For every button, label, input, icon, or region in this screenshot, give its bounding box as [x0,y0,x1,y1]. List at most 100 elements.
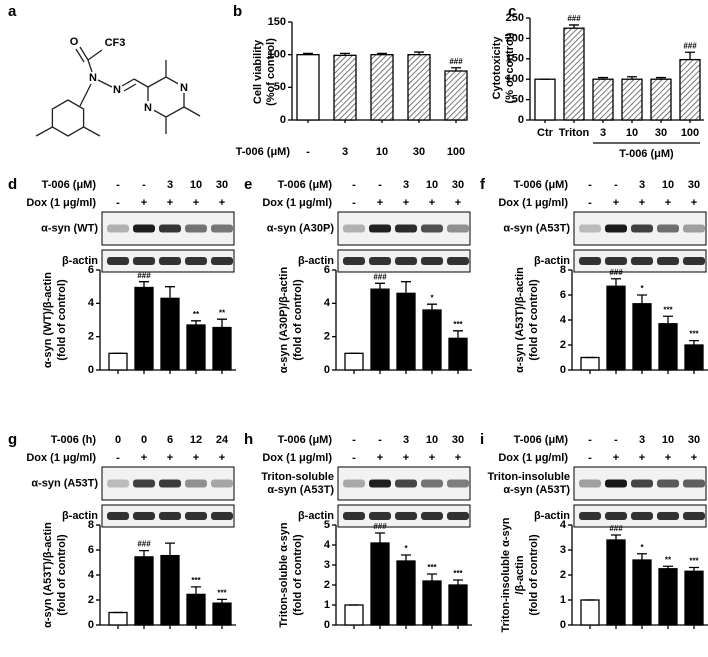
y-axis-label: Cell viability [252,39,264,104]
significance: ### [609,524,623,533]
y-tick-label: 3 [324,559,330,571]
y-tick-label: 1 [324,599,330,611]
error-bar [165,542,175,556]
y-tick-label: 6 [88,544,94,556]
blot-band [211,512,233,520]
error-bar [637,294,647,304]
y-tick-label: 150 [506,53,524,65]
error-bar [569,24,579,29]
error-bar [401,281,411,294]
bar [621,78,643,121]
row-label: T-006 (μM) [514,434,569,446]
row-cell: + [403,452,409,464]
row-cell: + [665,197,671,209]
x-tick-label: 10 [376,146,388,158]
bar [333,54,357,121]
error-bar [139,281,149,288]
bar [396,292,416,371]
blot-band [605,257,627,265]
blot-band [579,257,601,265]
blot-band [185,512,207,520]
y-axis-label: α-syn (WT)/β-actin [42,272,54,368]
error-bar [453,579,463,585]
error-bar [427,573,437,581]
atom: N [113,84,121,96]
row-cell: - [116,197,120,209]
blot-band [631,257,653,265]
row-cell: + [691,452,697,464]
y-axis-label: (fold of control) [56,534,68,616]
y-axis-label: (fold of control) [528,279,540,361]
blot-label: β-actin [298,510,334,522]
row-cell: + [377,452,383,464]
significance: ** [193,310,200,319]
error-bar [191,586,201,595]
blot-band [185,479,207,488]
panel-label: h [244,431,253,448]
blot-band [657,257,679,265]
y-axis-label: (fold of control) [56,279,68,361]
bar [684,344,704,371]
blot-band [343,512,365,520]
blot-band [657,224,679,233]
y-tick-label: 150 [268,16,286,28]
significance: * [430,293,434,302]
row-cell: + [141,452,147,464]
row-cell: + [193,452,199,464]
error-bar [453,330,463,339]
atom: N [144,102,152,114]
bar [580,356,600,371]
bar [580,599,600,626]
y-axis-label: α-syn (A53T)/β-actin [42,522,54,628]
y-tick-label: 100 [268,49,286,61]
y-tick-label: 4 [88,297,95,309]
row-cell: - [588,197,592,209]
x-tick-label: 100 [447,146,465,158]
row-cell: + [429,452,435,464]
y-tick-label: 100 [506,73,524,85]
bar [422,580,442,626]
panel-label: c [508,3,516,20]
row-cell: 30 [452,179,464,191]
atom: CF3 [105,37,126,49]
error-bar [656,76,666,80]
bar [448,337,468,371]
row-cell: 10 [426,434,438,446]
error-bar [598,76,608,80]
row-cell: + [377,197,383,209]
panel-label: f [480,176,486,193]
bar [592,78,614,121]
y-axis-label: Triton-soluble α-syn [278,522,290,627]
significance: *** [453,320,463,329]
blot-band [185,224,207,233]
y-tick-label: 8 [88,519,94,531]
error-bar [303,52,313,55]
blot-band [395,257,417,265]
row-label: T-006 (μM) [278,179,333,191]
bar [370,288,390,371]
row-cell: 3 [167,179,173,191]
error-bar [451,67,461,71]
significance: ### [449,57,463,66]
significance: *** [453,569,463,578]
significance: * [640,284,644,293]
y-tick-label: 4 [324,297,331,309]
panel-label: i [480,431,484,448]
blot-band [159,257,181,265]
blot-band [343,224,365,233]
y-tick-label: 0 [518,114,524,126]
y-axis-label: Triton-insoluble α-syn [500,517,512,632]
blot-band [107,257,129,265]
bar [212,602,232,626]
y-tick-label: 50 [274,81,286,93]
y-tick-label: 0 [560,364,566,376]
blot-label: α-syn (A53T) [267,484,334,496]
x-tick-label: 30 [655,127,667,139]
y-tick-label: 2 [560,339,566,351]
row-cell: - [116,179,120,191]
row-cell: + [691,197,697,209]
row-cell: + [141,197,147,209]
error-bar [611,534,621,540]
bar [658,568,678,626]
y-tick-label: 2 [560,569,566,581]
